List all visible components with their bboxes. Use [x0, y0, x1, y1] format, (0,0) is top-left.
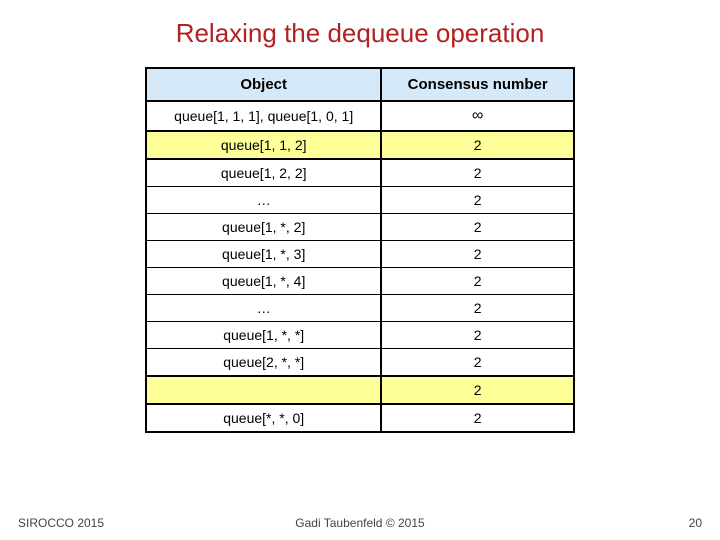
footer-right: 20	[689, 516, 702, 530]
cell-object: queue[2, *, *]	[146, 349, 381, 377]
slide-title: Relaxing the dequeue operation	[0, 0, 720, 67]
cell-object: queue[1, *, *]	[146, 322, 381, 349]
table-row: queue[1, 1, 1], queue[1, 0, 1]∞	[146, 101, 574, 131]
table-row: queue[1, *, 3]2	[146, 241, 574, 268]
cell-object: …	[146, 295, 381, 322]
table-container: Object Consensus number queue[1, 1, 1], …	[145, 67, 575, 433]
cell-object: queue[*, *, 0]	[146, 404, 381, 432]
table-row: queue[1, 1, 2]2	[146, 131, 574, 159]
table-row: …2	[146, 187, 574, 214]
cell-object: queue[1, 1, 1], queue[1, 0, 1]	[146, 101, 381, 131]
cell-consensus: 2	[381, 295, 574, 322]
footer-left: SIROCCO 2015	[18, 516, 104, 530]
table-row: queue[1, *, 4]2	[146, 268, 574, 295]
table-row: 2	[146, 376, 574, 404]
table-header-row: Object Consensus number	[146, 68, 574, 101]
table-row: queue[1, *, 2]2	[146, 214, 574, 241]
footer-center: Gadi Taubenfeld © 2015	[0, 516, 720, 530]
cell-object: queue[1, *, 4]	[146, 268, 381, 295]
cell-object: queue[1, 1, 2]	[146, 131, 381, 159]
cell-consensus: 2	[381, 322, 574, 349]
cell-object: queue[1, *, 3]	[146, 241, 381, 268]
footer: SIROCCO 2015 Gadi Taubenfeld © 2015 20	[0, 516, 720, 530]
cell-consensus: 2	[381, 268, 574, 295]
cell-consensus: 2	[381, 349, 574, 377]
cell-consensus: 2	[381, 159, 574, 187]
table-row: queue[1, *, *]2	[146, 322, 574, 349]
cell-consensus: 2	[381, 404, 574, 432]
cell-consensus: 2	[381, 131, 574, 159]
col-header-object: Object	[146, 68, 381, 101]
cell-object	[146, 376, 381, 404]
cell-consensus: 2	[381, 376, 574, 404]
cell-object: queue[1, *, 2]	[146, 214, 381, 241]
cell-consensus: 2	[381, 241, 574, 268]
cell-consensus: 2	[381, 187, 574, 214]
cell-object: queue[1, 2, 2]	[146, 159, 381, 187]
table-row: …2	[146, 295, 574, 322]
table-row: queue[*, *, 0]2	[146, 404, 574, 432]
cell-consensus: ∞	[381, 101, 574, 131]
consensus-table: Object Consensus number queue[1, 1, 1], …	[145, 67, 575, 433]
cell-object: …	[146, 187, 381, 214]
col-header-consensus: Consensus number	[381, 68, 574, 101]
table-row: queue[2, *, *]2	[146, 349, 574, 377]
cell-consensus: 2	[381, 214, 574, 241]
table-row: queue[1, 2, 2]2	[146, 159, 574, 187]
